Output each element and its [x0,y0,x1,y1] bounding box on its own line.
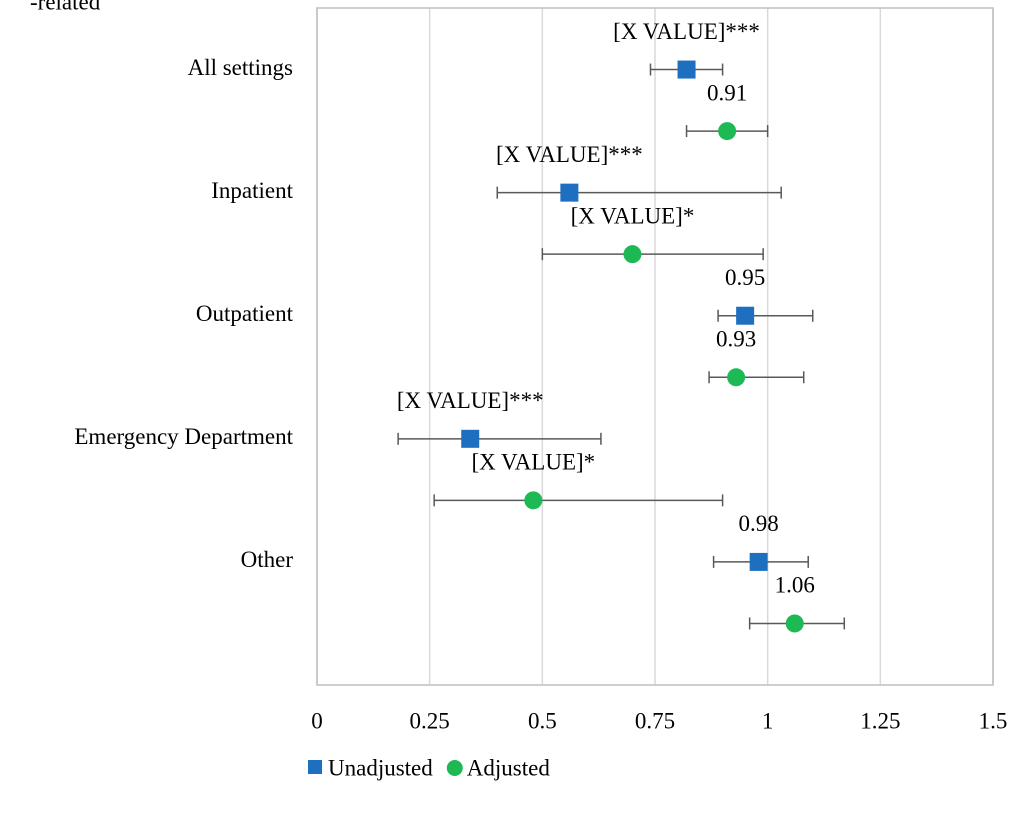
legend-marker [446,760,463,776]
marker [727,368,746,387]
data-label: 0.95 [725,265,765,290]
x-tick-label: 1 [762,708,774,733]
marker [736,306,755,325]
plot-border [316,7,994,686]
y-tick-label: Emergency Department [74,424,293,449]
data-label: [X VALUE]* [571,203,695,228]
data-label: 1.06 [775,573,815,598]
x-tick-label: 1.5 [979,708,1008,733]
data-label: 0.91 [707,80,747,105]
y-tick-label: Other [241,547,294,572]
marker [749,552,768,571]
legend-label: Adjusted [467,755,551,780]
marker [524,491,543,510]
y-tick-label: Outpatient [196,301,294,326]
x-tick-label: 1.25 [860,708,900,733]
data-label: [X VALUE]*** [496,142,643,167]
y-tick-label: Inpatient [211,178,293,203]
legend-marker [308,760,322,774]
x-tick-label: 0.5 [528,708,557,733]
data-label: 0.98 [739,511,779,536]
marker [461,429,480,448]
legend-label: Unadjusted [328,755,433,780]
marker [623,245,642,264]
x-tick-label: 0.25 [410,708,450,733]
marker [677,60,696,79]
y-tick-label: All settings [188,55,293,80]
data-label: [X VALUE]*** [397,388,544,413]
marker [785,614,804,633]
chart-title: -related [30,0,101,14]
data-label: 0.93 [716,327,756,352]
marker [718,122,737,141]
data-label: [X VALUE]* [471,450,595,475]
data-label: [X VALUE]*** [613,19,760,44]
x-tick-label: 0.75 [635,708,675,733]
x-tick-label: 0 [311,708,323,733]
marker [560,183,579,202]
